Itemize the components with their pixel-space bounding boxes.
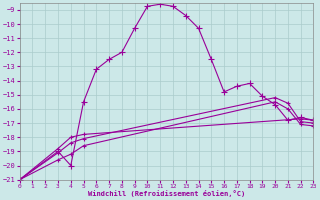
X-axis label: Windchill (Refroidissement éolien,°C): Windchill (Refroidissement éolien,°C)	[88, 190, 245, 197]
